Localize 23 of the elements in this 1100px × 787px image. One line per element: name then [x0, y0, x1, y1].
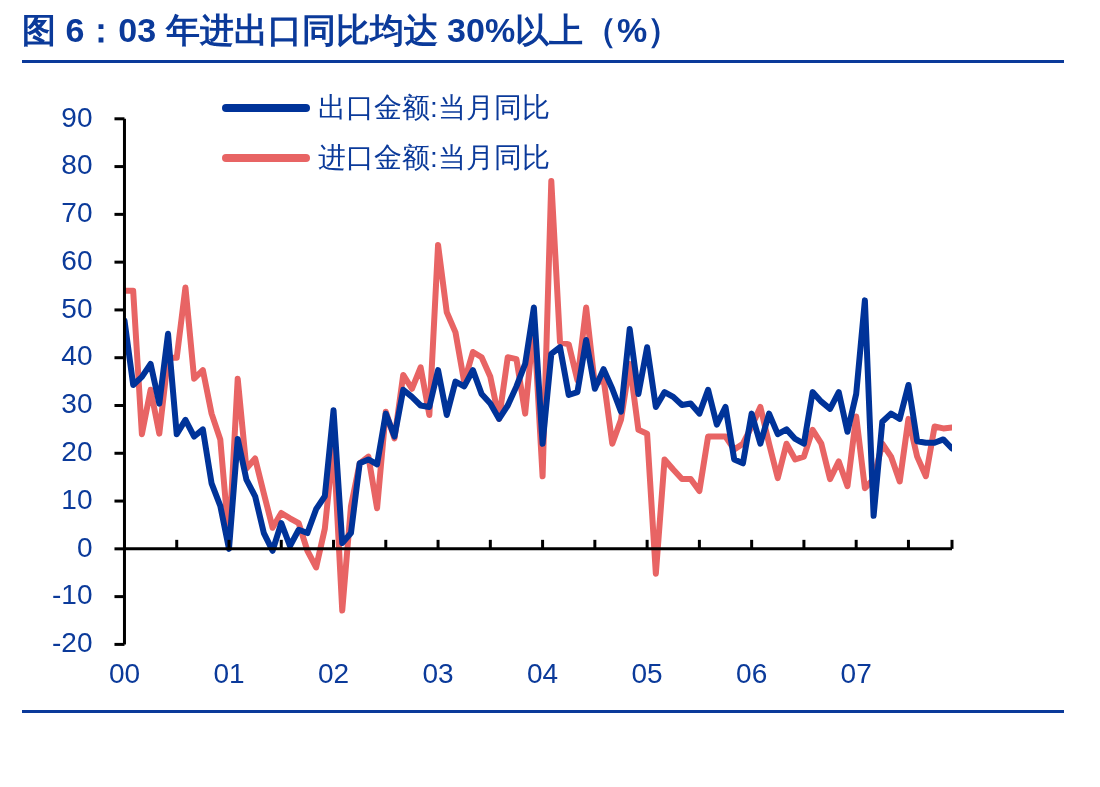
y-tick-label: -10 — [52, 579, 93, 611]
x-tick-label: 06 — [736, 657, 768, 689]
y-tick-label: 0 — [76, 531, 93, 563]
y-tick-label: 80 — [61, 149, 93, 181]
x-tick-label: 07 — [840, 657, 872, 689]
x-tick-label: 02 — [317, 657, 350, 689]
x-tick-label: 00 — [108, 657, 141, 689]
y-tick-label: 60 — [61, 244, 93, 276]
x-tick-label: 04 — [527, 657, 559, 689]
x-tick-label: 01 — [213, 657, 245, 689]
y-tick-label: 50 — [61, 292, 93, 324]
y-tick-label: 30 — [61, 388, 93, 420]
y-tick-label: -20 — [52, 627, 93, 659]
y-tick-label: 20 — [61, 435, 93, 467]
legend-label: 进口金额:当月同比 — [318, 141, 550, 175]
y-tick-label: 40 — [61, 340, 93, 372]
chart-title: 图 6：03 年进出口同比均达 30%以上（%） — [22, 8, 1064, 63]
legend-label: 出口金额:当月同比 — [318, 91, 550, 125]
x-tick-label: 03 — [422, 657, 454, 689]
y-tick-label: 90 — [61, 101, 93, 133]
y-tick-label: 10 — [61, 483, 93, 515]
y-tick-label: 70 — [61, 197, 93, 229]
x-tick-label: 05 — [631, 657, 663, 689]
